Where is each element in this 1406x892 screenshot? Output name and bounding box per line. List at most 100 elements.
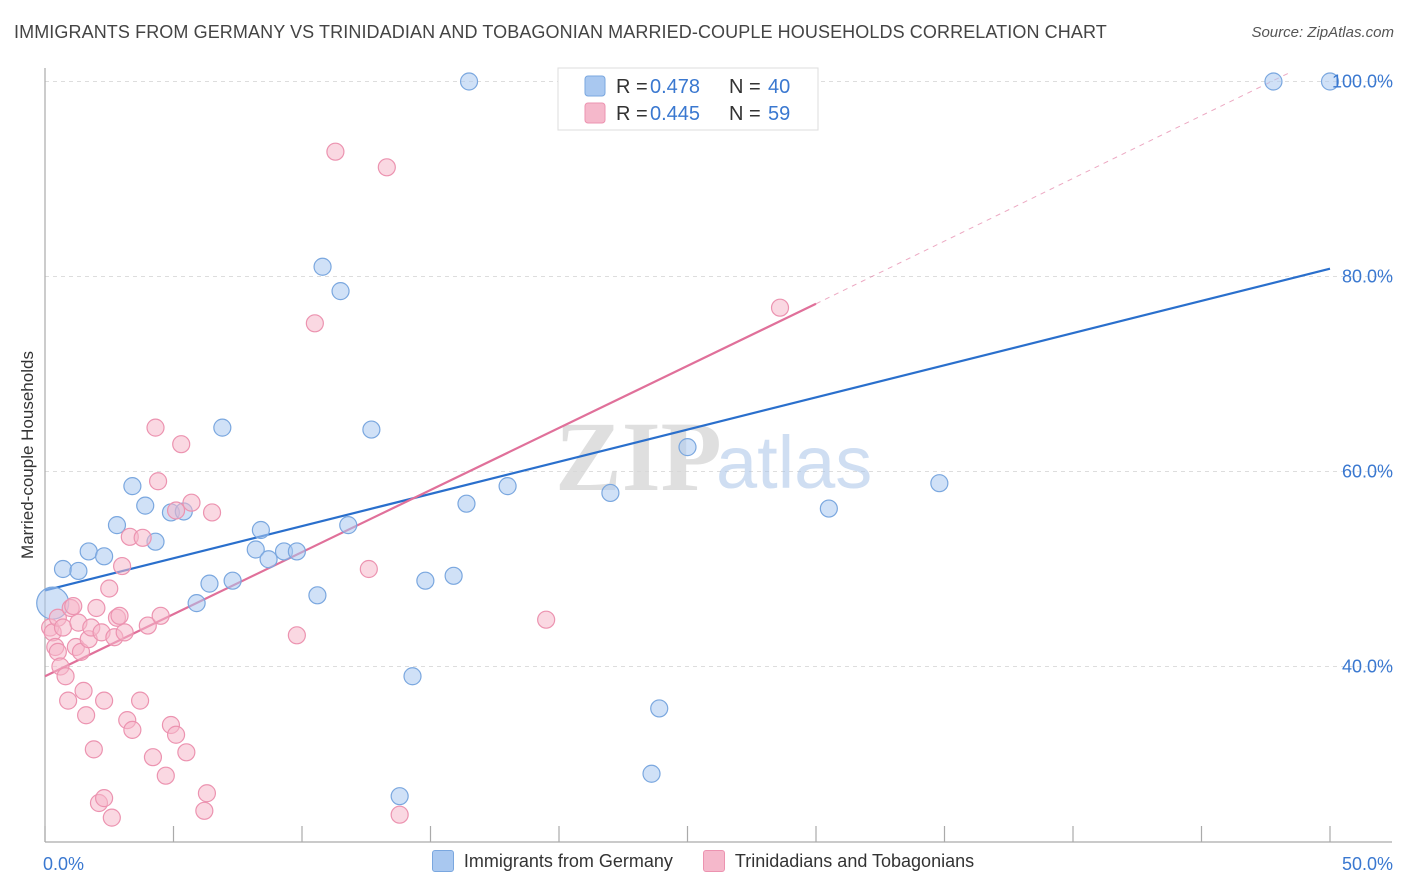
- legend-r-value: 0.478: [650, 76, 700, 98]
- x-tick-label: 0.0%: [43, 854, 84, 874]
- point-trinidad: [123, 720, 142, 739]
- y-tick-label: 80.0%: [1342, 267, 1393, 287]
- grid-lines: [45, 81, 1392, 667]
- point-trinidad: [359, 559, 378, 579]
- point-germany: [930, 474, 949, 493]
- point-trinidad: [95, 789, 114, 808]
- point-trinidad: [151, 606, 170, 625]
- point-germany: [246, 540, 265, 559]
- point-trinidad: [95, 691, 114, 710]
- source-credit: Source: ZipAtlas.com: [1251, 24, 1394, 41]
- point-germany: [362, 420, 381, 439]
- watermark-atlas: atlas: [716, 421, 872, 504]
- point-germany: [213, 418, 232, 437]
- point-germany: [457, 494, 476, 513]
- point-trinidad: [177, 743, 196, 762]
- point-germany: [251, 520, 270, 540]
- point-trinidad: [133, 528, 152, 547]
- legend-n-prefix: N =: [729, 103, 761, 125]
- point-germany: [1320, 72, 1340, 91]
- point-trinidad: [287, 626, 306, 645]
- point-germany: [498, 477, 517, 496]
- point-germany: [53, 559, 73, 579]
- point-germany: [123, 477, 142, 496]
- point-trinidad: [377, 158, 396, 177]
- legend-top: R = 0.478 N = 40 R = 0.445 N = 59: [557, 67, 819, 131]
- legend-n-value: 40: [768, 76, 790, 98]
- point-trinidad: [146, 418, 165, 437]
- legend-n-value: 59: [768, 103, 790, 125]
- point-trinidad: [166, 725, 186, 744]
- point-trinidad: [156, 766, 175, 785]
- point-germany: [601, 483, 620, 503]
- legend-label-germany: Immigrants from Germany: [463, 850, 673, 871]
- legend-top-swatch: [584, 102, 606, 124]
- point-trinidad: [390, 805, 409, 824]
- point-germany: [69, 561, 88, 581]
- trend-line-trinidad: [44, 302, 817, 678]
- point-trinidad: [326, 142, 345, 161]
- legend-item-trinidad[interactable]: Trinidadians and Tobagonians: [702, 850, 975, 872]
- y-tick-label: 100.0%: [1332, 72, 1393, 92]
- point-germany: [339, 516, 358, 535]
- point-trinidad: [77, 706, 96, 725]
- point-trinidad: [172, 435, 191, 454]
- point-trinidad: [64, 596, 83, 616]
- point-trinidad: [197, 784, 217, 803]
- point-germany: [650, 699, 669, 718]
- point-trinidad: [138, 616, 157, 635]
- point-germany: [95, 547, 114, 566]
- legend-r-prefix: R =: [616, 103, 648, 125]
- point-germany: [107, 516, 127, 535]
- legend-item-germany[interactable]: Immigrants from Germany: [431, 850, 673, 872]
- point-germany: [79, 542, 98, 561]
- point-trinidad: [148, 472, 168, 491]
- legend-n-prefix: N =: [729, 76, 761, 98]
- point-trinidad: [112, 556, 132, 576]
- x-tick-label: 50.0%: [1342, 854, 1393, 874]
- point-trinidad: [53, 618, 73, 637]
- point-germany: [642, 764, 661, 783]
- point-germany: [259, 550, 278, 569]
- point-germany: [678, 438, 697, 457]
- point-trinidad: [182, 493, 201, 512]
- legend-top-swatch: [584, 75, 606, 97]
- legend-swatch-blue: [431, 850, 454, 872]
- point-trinidad: [56, 667, 75, 686]
- point-trinidad: [770, 298, 790, 317]
- watermark: ZIP atlas: [555, 401, 872, 512]
- point-germany: [444, 566, 463, 585]
- legend-label-trinidad: Trinidadians and Tobagonians: [734, 850, 975, 871]
- point-trinidad: [195, 801, 214, 820]
- point-trinidad: [102, 808, 121, 827]
- trend-line-germany: [44, 267, 1331, 592]
- point-trinidad: [115, 623, 134, 642]
- point-trinidad: [537, 610, 556, 629]
- data-points: [36, 72, 1340, 827]
- point-germany: [459, 72, 479, 91]
- point-germany: [819, 499, 838, 518]
- legend-r-prefix: R =: [616, 76, 648, 98]
- point-trinidad: [130, 691, 150, 710]
- y-tick-label: 60.0%: [1342, 462, 1393, 482]
- point-germany: [187, 594, 206, 613]
- legend-swatch-pink: [702, 850, 725, 872]
- point-germany: [287, 542, 306, 561]
- point-germany: [416, 571, 435, 590]
- point-germany: [403, 667, 422, 686]
- axes: [44, 68, 1392, 843]
- point-germany: [308, 586, 327, 605]
- y-tick-label: 40.0%: [1342, 657, 1393, 677]
- point-germany: [223, 571, 242, 590]
- point-germany: [331, 282, 350, 301]
- point-trinidad: [59, 691, 78, 710]
- point-germany: [200, 574, 219, 593]
- point-trinidad: [166, 501, 186, 520]
- point-trinidad: [100, 579, 119, 598]
- point-trinidad: [84, 740, 103, 759]
- point-trinidad: [110, 606, 129, 625]
- chart-title: IMMIGRANTS FROM GERMANY VS TRINIDADIAN A…: [14, 22, 1107, 42]
- legend-r-value: 0.445: [650, 103, 700, 125]
- point-germany: [136, 496, 155, 515]
